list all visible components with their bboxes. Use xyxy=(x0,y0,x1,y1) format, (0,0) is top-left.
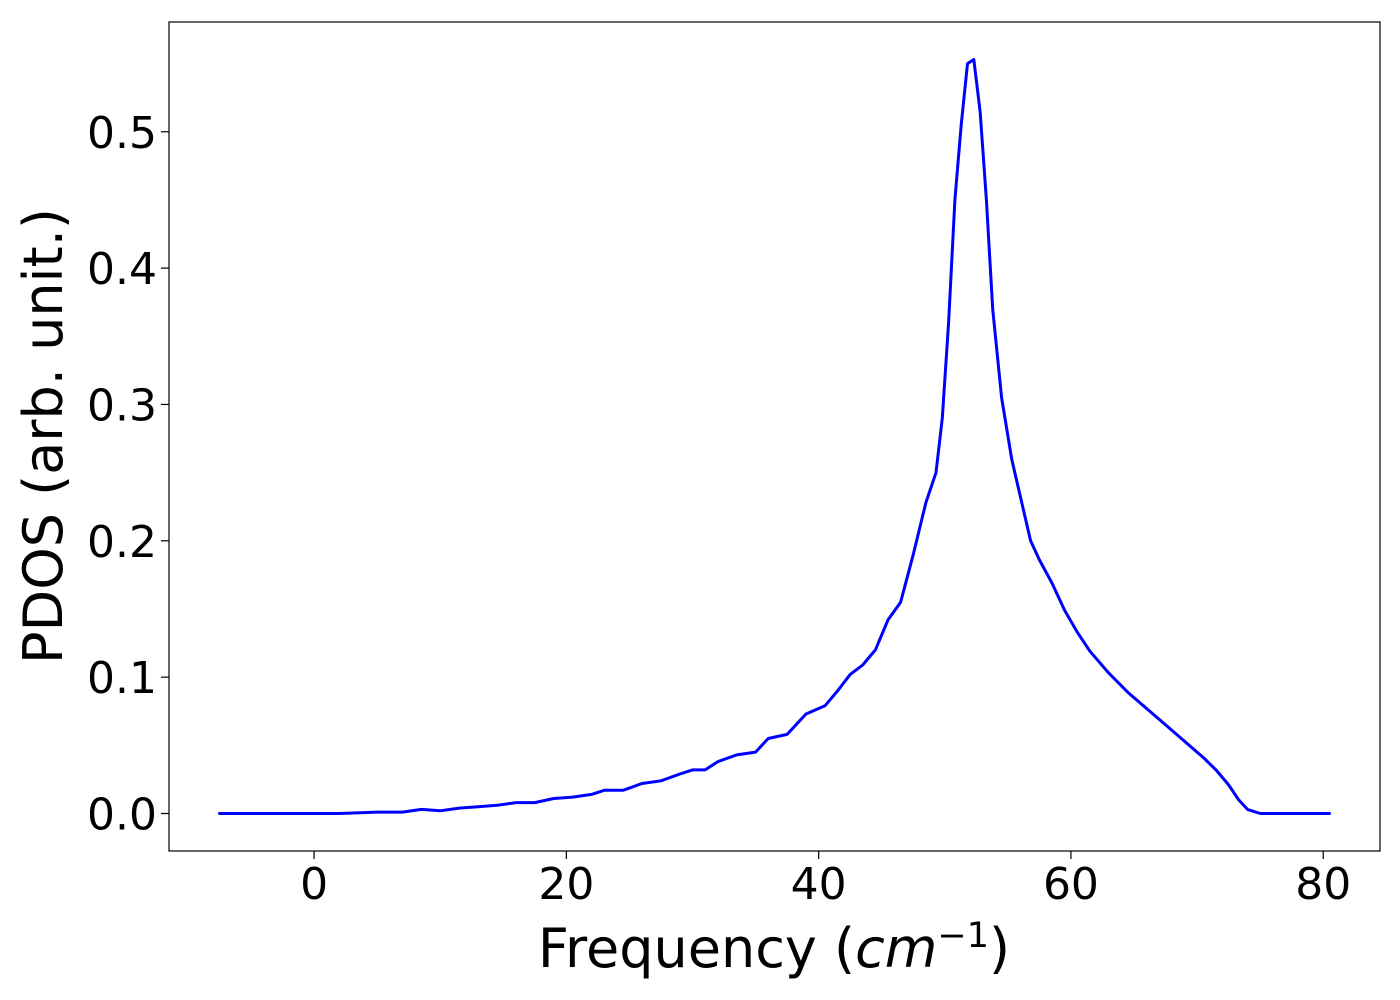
y-tick-label: 0.1 xyxy=(87,653,157,704)
y-tick-label: 0.5 xyxy=(87,108,157,159)
axes-frame xyxy=(168,21,1381,852)
x-tick-label: 0 xyxy=(300,859,328,910)
x-tick-label: 40 xyxy=(791,859,847,910)
x-tick-label: 80 xyxy=(1295,859,1351,910)
y-axis-label: PDOS (arb. unit.) xyxy=(12,208,75,664)
x-tick-label: 20 xyxy=(538,859,594,910)
plot-area xyxy=(218,58,1331,815)
x-axis-label: Frequency (cm−1) xyxy=(538,916,1010,980)
axis-ticks: 0 20 40 60 80 0.0 0.1 0.2 0.3 0.4 0.5 xyxy=(87,108,1351,910)
y-tick-label: 0.4 xyxy=(87,244,157,295)
y-tick-label: 0.3 xyxy=(87,380,157,431)
y-tick-label: 0.2 xyxy=(87,517,157,568)
pdos-series-line xyxy=(218,58,1331,815)
y-tick-label: 0.0 xyxy=(87,790,157,841)
x-tick-label: 60 xyxy=(1043,859,1099,910)
